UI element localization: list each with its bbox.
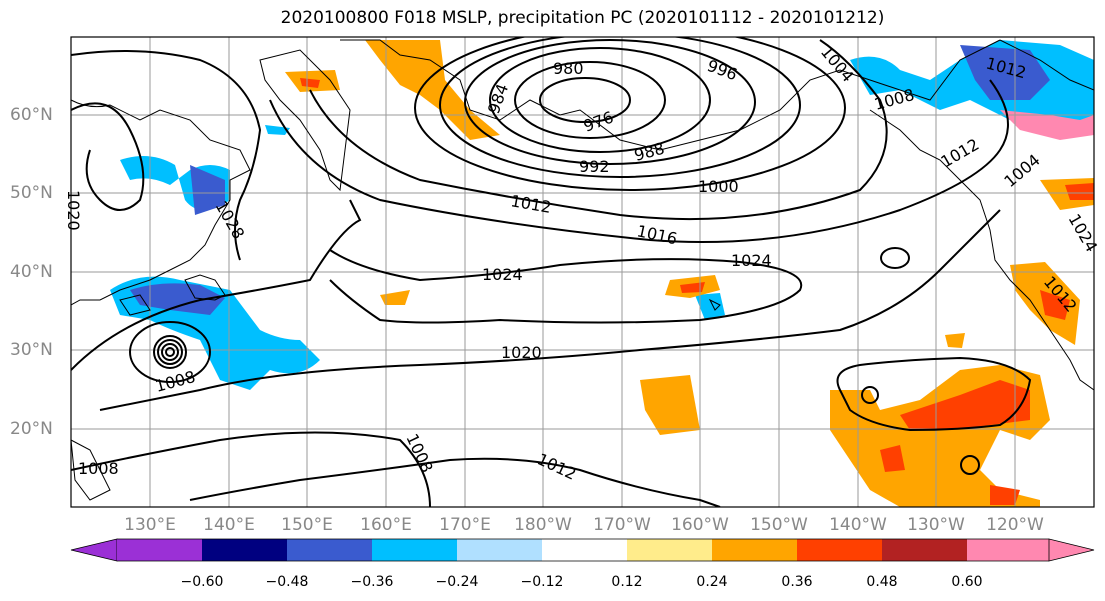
colorbar-tick-label: 0.36 xyxy=(781,574,813,590)
colorbar-tick-label: 0.12 xyxy=(611,574,643,590)
colorbar-tick-label: 0.60 xyxy=(951,574,983,590)
lon-label: 160°E xyxy=(360,515,412,535)
isobar-label: 1012 xyxy=(534,449,579,483)
map-frame xyxy=(70,36,1095,508)
lat-label: 20°N xyxy=(10,419,53,439)
lon-label: 160°W xyxy=(671,515,729,535)
colorbar-tick-label: −0.24 xyxy=(435,574,479,590)
isobar-label: 1004 xyxy=(1000,150,1043,191)
isobar-label: 1024 xyxy=(482,265,523,284)
precip-negative-patches xyxy=(110,40,1094,390)
isobar-label: 1008 xyxy=(78,459,119,478)
isobar-label: 1024 xyxy=(731,251,772,270)
coastlines xyxy=(71,39,1094,501)
colorbar xyxy=(70,538,1095,562)
map-title: 2020100800 F018 MSLP, precipitation PC (… xyxy=(280,8,885,28)
isobar-label: 1016 xyxy=(635,221,679,248)
colorbar-tick-label: −0.12 xyxy=(520,574,564,590)
lat-label: 30°N xyxy=(10,340,53,360)
colorbar-tick-label: 0.48 xyxy=(866,574,898,590)
isobar-label: 1012 xyxy=(938,135,983,172)
lon-label: 130°W xyxy=(907,515,965,535)
isobar-label: 980 xyxy=(553,59,584,78)
lon-label: 150°W xyxy=(750,515,808,535)
lon-label: 170°E xyxy=(439,515,491,535)
isobar-label: 996 xyxy=(705,56,740,84)
lon-label: 140°E xyxy=(203,515,255,535)
isobar-label: 1000 xyxy=(698,177,739,196)
lon-label: 180°W xyxy=(514,515,572,535)
map-area xyxy=(71,37,1094,507)
lon-label: 170°W xyxy=(593,515,651,535)
isobar-label: 1020 xyxy=(501,343,542,362)
isobar-label: 1012 xyxy=(509,191,552,217)
isobar-label: 992 xyxy=(579,157,610,176)
lat-label: 60°N xyxy=(10,105,53,125)
isobar-label: 984 xyxy=(484,81,512,116)
colorbar-tick-label: −0.36 xyxy=(350,574,394,590)
colorbar-tick-label: −0.60 xyxy=(180,574,224,590)
colorbar-tick-label: −0.48 xyxy=(265,574,309,590)
lon-label: 130°E xyxy=(124,515,176,535)
isobar-label: 1004 xyxy=(817,42,858,85)
lat-label: 40°N xyxy=(10,262,53,282)
isobar-label: 1020 xyxy=(64,190,83,231)
isobar-label: 1028 xyxy=(212,198,249,243)
lon-label: 120°W xyxy=(986,515,1044,535)
lon-label: 150°E xyxy=(281,515,333,535)
isobar-label: 976 xyxy=(581,107,616,135)
isobar-label: 1008 xyxy=(402,431,436,476)
lon-label: 140°W xyxy=(829,515,887,535)
isobars xyxy=(71,37,1032,507)
colorbar-tick-label: 0.24 xyxy=(696,574,728,590)
isobar-label: 1024 xyxy=(1065,211,1102,256)
lat-label: 50°N xyxy=(10,183,53,203)
